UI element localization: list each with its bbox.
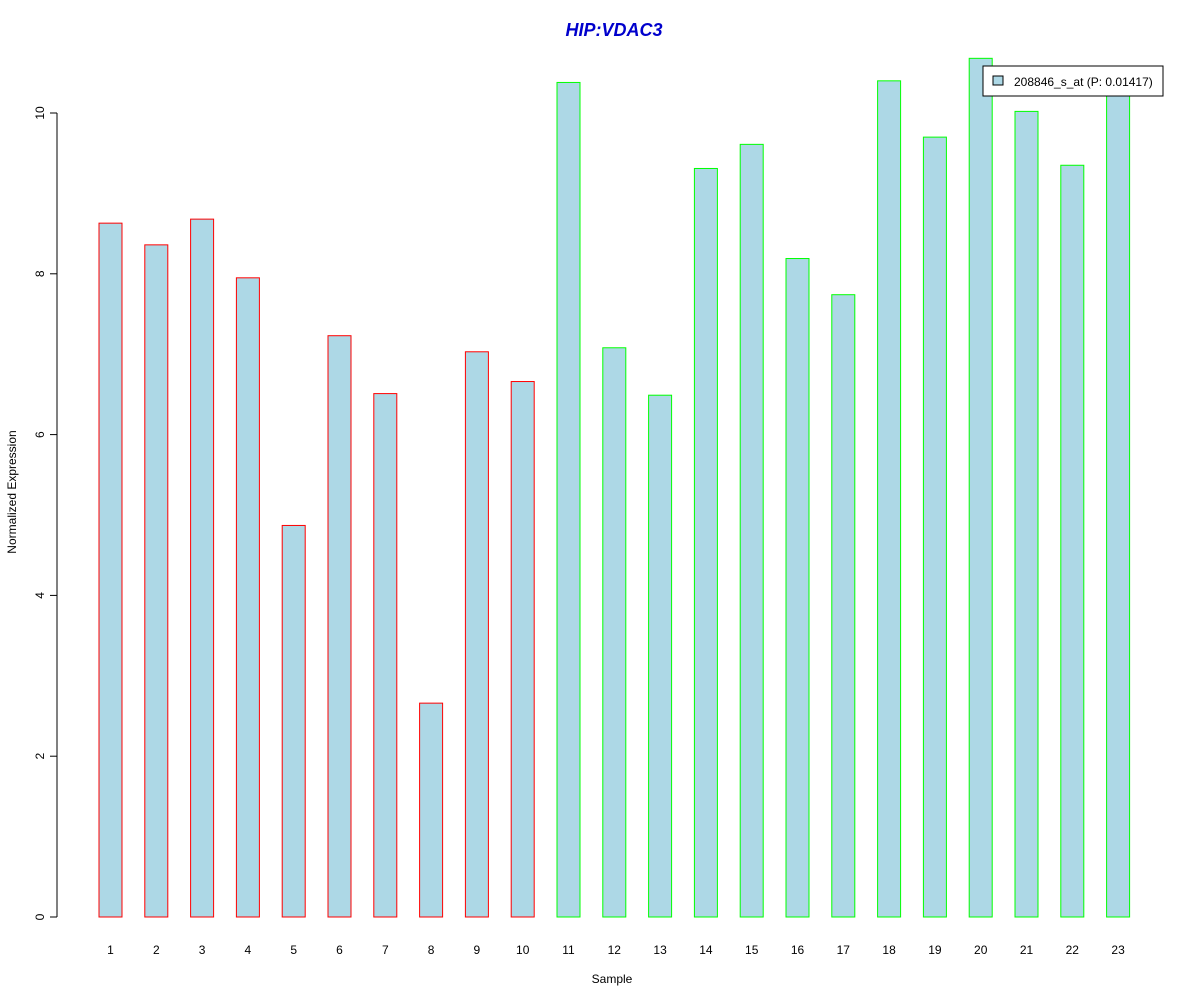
bar-sample-23	[1106, 89, 1131, 918]
x-tick-label: 7	[382, 943, 389, 957]
y-tick-label: 0	[33, 913, 47, 920]
bar-sample-14	[693, 167, 718, 918]
bar-sample-12	[602, 347, 627, 918]
x-tick-label: 17	[837, 943, 851, 957]
bar-sample-21	[1014, 110, 1039, 918]
x-tick-label: 10	[516, 943, 530, 957]
y-axis: 0 2 4 6 8 10	[33, 106, 58, 920]
bars-group	[98, 57, 1131, 918]
x-tick-label: 13	[653, 943, 667, 957]
bar-sample-18	[877, 80, 902, 918]
bar-sample-2	[144, 244, 169, 918]
bar-sample-16	[785, 258, 810, 918]
x-tick-label: 16	[791, 943, 805, 957]
x-tick-label: 11	[562, 943, 575, 957]
bar-sample-15	[739, 143, 764, 918]
bar-sample-8	[419, 702, 444, 918]
x-tick-label: 5	[290, 943, 297, 957]
x-tick-label: 22	[1066, 943, 1080, 957]
x-tick-label: 1	[107, 943, 114, 957]
y-tick-label: 8	[33, 270, 47, 277]
bar-sample-19	[922, 136, 947, 918]
y-tick-label: 10	[33, 106, 47, 120]
bar-sample-10	[510, 381, 535, 918]
y-axis-label: Normalized Expression	[5, 430, 19, 553]
chart-title: HIP:VDAC3	[565, 20, 662, 40]
x-tick-label: 12	[608, 943, 622, 957]
y-tick-label: 4	[33, 592, 47, 599]
legend-box	[982, 65, 1164, 97]
bar-sample-22	[1060, 164, 1085, 918]
y-tick-label: 6	[33, 431, 47, 438]
legend-label: 208846_s_at (P: 0.01417)	[1014, 75, 1153, 89]
x-tick-label: 3	[199, 943, 206, 957]
legend-swatch	[992, 75, 1004, 86]
bar-sample-6	[327, 335, 352, 918]
bar-sample-1	[98, 222, 123, 918]
x-tick-label: 20	[974, 943, 988, 957]
bar-sample-4	[235, 277, 260, 918]
x-tick-label: 19	[928, 943, 942, 957]
bar-sample-5	[281, 524, 306, 918]
x-tick-label: 6	[336, 943, 343, 957]
bar-sample-13	[648, 394, 673, 918]
x-tick-label: 2	[153, 943, 160, 957]
x-tick-labels: 1 2 3 4 5 6 7 8 9 10 11 12 13 14 15 16 17 18 19 20 21 22 23	[107, 943, 1125, 957]
x-tick-label: 9	[474, 943, 481, 957]
x-tick-label: 15	[745, 943, 759, 957]
bar-sample-9	[464, 351, 489, 918]
x-axis-label: Sample	[592, 972, 633, 986]
x-tick-label: 4	[245, 943, 252, 957]
x-tick-label: 23	[1111, 943, 1125, 957]
bar-sample-17	[831, 294, 856, 918]
x-tick-label: 18	[882, 943, 896, 957]
bar-sample-3	[190, 218, 215, 918]
legend: 208846_s_at (P: 0.01417)	[982, 65, 1164, 97]
x-tick-label: 14	[699, 943, 713, 957]
bar-sample-20	[968, 57, 993, 918]
bar-sample-11	[556, 81, 581, 918]
y-tick-label: 2	[33, 753, 47, 760]
x-tick-label: 8	[428, 943, 435, 957]
x-tick-label: 21	[1020, 943, 1034, 957]
bar-sample-7	[373, 393, 398, 918]
